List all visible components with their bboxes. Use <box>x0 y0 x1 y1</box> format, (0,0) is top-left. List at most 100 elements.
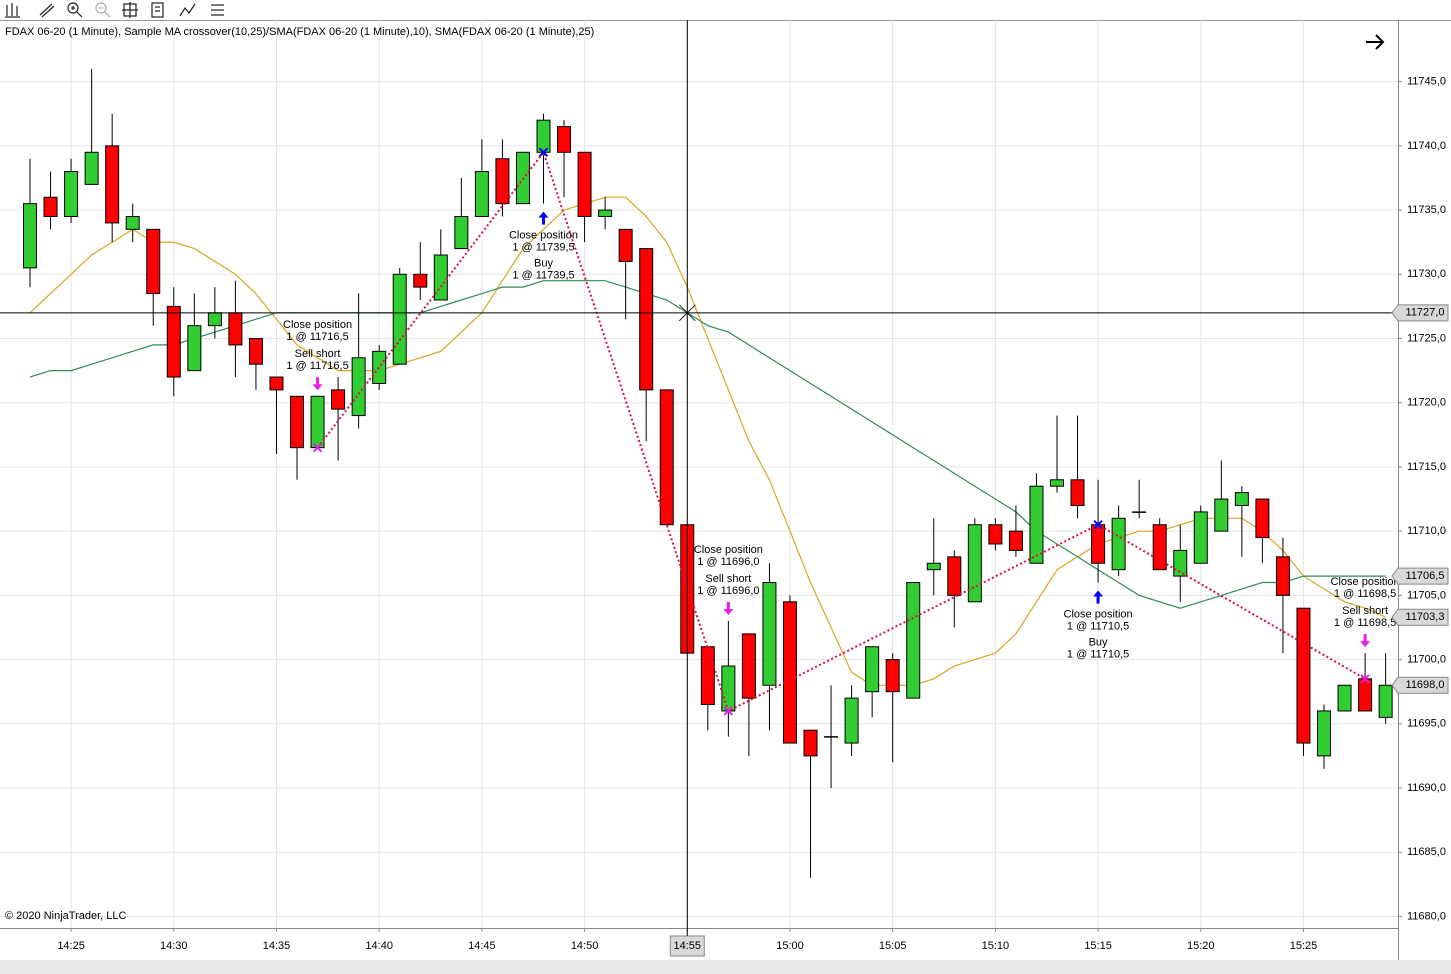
candle-body <box>557 126 572 153</box>
cursor <box>678 304 696 322</box>
y-tick-label: 11745,0 <box>1407 76 1446 88</box>
candle-body <box>1255 498 1270 539</box>
candle-body <box>1070 479 1085 506</box>
last-close-label-box <box>1391 676 1449 694</box>
y-tick-label: 11740,0 <box>1407 140 1446 152</box>
y-tick-label: 11730,0 <box>1407 268 1446 280</box>
candle-body <box>392 273 407 365</box>
candle-body <box>1317 710 1332 757</box>
execution-label: Sell short <box>295 348 341 360</box>
sma-line <box>29 280 1386 609</box>
candle-body <box>1193 511 1208 564</box>
execution-label: Close position <box>694 544 763 556</box>
candle-body <box>577 151 592 217</box>
candle-body <box>926 562 941 571</box>
candle-body <box>1214 498 1229 532</box>
last-close-label: 11698,0 <box>1406 679 1445 691</box>
y-tick-label: 11720,0 <box>1407 397 1446 409</box>
candle-body <box>967 524 982 603</box>
candle-body <box>1296 607 1311 744</box>
candle-body <box>433 254 448 301</box>
candle-body <box>659 389 674 526</box>
candle-body <box>844 697 859 744</box>
candle-body <box>64 171 79 217</box>
copyright: © 2020 NinjaTrader, LLC <box>5 910 126 922</box>
y-tick-label: 11725,0 <box>1407 332 1446 344</box>
execution-arrow <box>312 377 323 391</box>
y-tick-label: 11700,0 <box>1407 653 1446 665</box>
trade-line <box>316 150 1366 713</box>
x-tick-label: 15:15 <box>1084 940 1112 952</box>
execution-arrow <box>1360 634 1371 648</box>
candle-body <box>721 665 736 712</box>
candle-body <box>906 582 921 699</box>
candle-body <box>474 171 489 217</box>
candle-body <box>1029 485 1044 564</box>
x-tick-label: 15:25 <box>1290 940 1318 952</box>
x-tick-label: 14:25 <box>57 940 85 952</box>
execution-marker <box>723 706 734 716</box>
x-tick-label: 15:10 <box>982 940 1010 952</box>
x-tick-label: 14:35 <box>263 940 291 952</box>
pencil-icon[interactable] <box>39 3 55 18</box>
sma-last-label: 11706,5 <box>1406 570 1445 582</box>
candle-body <box>23 203 37 269</box>
zoom-out-icon[interactable] <box>95 2 111 18</box>
plot <box>23 68 1393 878</box>
execution-label: Buy <box>534 258 553 270</box>
execution-label: 1 @ 11739,5 <box>512 270 574 282</box>
execution-marker <box>1093 520 1103 530</box>
candle-body <box>1234 492 1249 506</box>
execution-label: 1 @ 11716,5 <box>286 360 348 372</box>
candle-body <box>269 376 284 391</box>
toolbar <box>0 0 1451 20</box>
candle-body <box>228 312 243 346</box>
indicator-icon[interactable] <box>179 3 196 17</box>
grid <box>0 20 1398 928</box>
execution-marker <box>1360 674 1370 684</box>
candle-body <box>536 119 551 153</box>
scroll-arrow[interactable] <box>1366 34 1385 50</box>
candle-body <box>454 215 469 250</box>
execution-label: 1 @ 11739,5 <box>512 242 574 254</box>
candle-body <box>1091 524 1106 564</box>
sma-last-label: 11703,3 <box>1406 611 1445 623</box>
candle-body <box>824 736 839 738</box>
execution-marker <box>312 442 323 453</box>
sma-last-label-box <box>1391 608 1449 626</box>
candle-body <box>1275 556 1290 596</box>
y-tick-label: 11735,0 <box>1407 204 1446 216</box>
candle-body <box>207 312 222 327</box>
execution-label: 1 @ 11698,5 <box>1334 617 1396 629</box>
sma-last-label-box <box>1391 567 1449 585</box>
zoom-in-icon[interactable] <box>67 2 83 18</box>
execution-label: Sell short <box>705 573 751 585</box>
x-tick-label: 15:05 <box>879 940 907 952</box>
execution-label: Close position <box>1331 576 1400 588</box>
candle-body <box>700 646 715 706</box>
properties-icon[interactable] <box>151 2 164 18</box>
crosshair-icon[interactable] <box>122 2 138 18</box>
candle-body <box>598 209 613 217</box>
x-tick-label: 14:30 <box>160 940 188 952</box>
candle-body <box>413 273 428 288</box>
candle-body <box>1358 678 1373 712</box>
x-tick-label: 14:45 <box>468 940 496 952</box>
execution-label: Buy <box>1089 636 1108 648</box>
candle-body <box>1378 684 1393 718</box>
x-tick-label: 14:50 <box>571 940 599 952</box>
y-tick-label: 11705,0 <box>1407 589 1446 601</box>
candle-body <box>1050 479 1064 487</box>
candle-body <box>248 338 263 365</box>
candle-body <box>865 646 880 693</box>
candle-body <box>782 601 797 744</box>
execution-label: 1 @ 11710,5 <box>1067 620 1129 632</box>
candle-body <box>741 633 756 699</box>
list-icon[interactable] <box>211 4 224 16</box>
bars-icon[interactable] <box>5 3 20 18</box>
candle-body <box>290 395 305 449</box>
chart-title: FDAX 06-20 (1 Minute), Sample MA crossov… <box>5 26 594 38</box>
scrollbar[interactable] <box>0 960 1451 974</box>
x-tick-label: 14:55 <box>674 940 702 952</box>
execution-label: 1 @ 11696,0 <box>697 556 759 568</box>
